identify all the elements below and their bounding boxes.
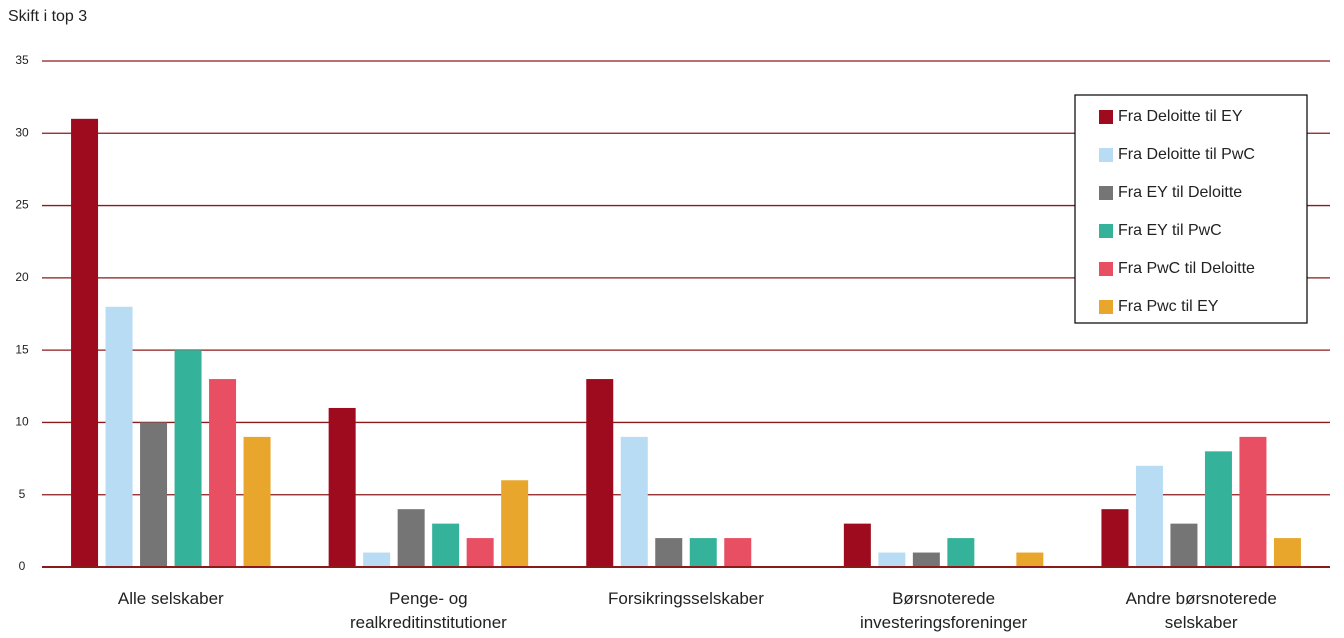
y-tick-label: 30 — [15, 125, 29, 139]
x-tick-label: Alle selskaber — [117, 589, 224, 608]
legend-swatch — [1099, 262, 1113, 276]
bar — [912, 552, 940, 567]
legend-box — [1074, 94, 1308, 324]
bar — [397, 509, 425, 567]
bar — [328, 407, 356, 567]
bar — [1016, 552, 1044, 567]
bar — [363, 552, 391, 567]
x-tick-label: Andre børsnoterede selskaber — [1125, 589, 1277, 632]
bar — [1239, 436, 1267, 567]
bar — [947, 538, 975, 567]
bar — [843, 523, 871, 567]
y-tick-label: 35 — [15, 53, 29, 67]
bar — [174, 350, 202, 567]
bar — [1170, 523, 1198, 567]
bar — [1273, 538, 1301, 567]
y-axis-label: Skift i top 3 — [8, 8, 88, 25]
y-tick-label: 0 — [19, 559, 26, 573]
bar — [724, 538, 752, 567]
bar — [878, 552, 906, 567]
bar — [586, 379, 614, 567]
legend-label: Fra EY til Deloitte — [1118, 184, 1242, 201]
bar — [1101, 509, 1129, 567]
bar — [243, 436, 271, 567]
x-tick-label: Forsikringsselskaber — [608, 589, 764, 608]
y-tick-label: 20 — [15, 270, 29, 284]
legend-swatch — [1099, 186, 1113, 200]
bar — [1135, 465, 1163, 567]
y-tick-label: 10 — [15, 415, 29, 429]
bar — [655, 538, 683, 567]
legend: Fra Deloitte til EY Fra Deloitte til PwC F… — [1074, 94, 1308, 324]
legend-label: Fra PwC til Deloitte — [1118, 260, 1255, 277]
x-tick-label: Penge- og realkreditinstitutioner — [349, 589, 507, 632]
bar — [466, 538, 494, 567]
legend-label: Fra Deloitte til PwC — [1118, 146, 1255, 163]
bar — [620, 436, 648, 567]
legend-label: Fra Deloitte til EY — [1118, 108, 1243, 125]
bar — [209, 379, 237, 567]
y-tick-label: 5 — [19, 487, 26, 501]
bar — [1204, 451, 1232, 567]
y-tick-label: 25 — [15, 198, 29, 212]
x-tick-label: Børsnoterede investeringsforeninger — [859, 589, 1028, 632]
y-tick-label: 15 — [15, 342, 29, 356]
legend-swatch — [1099, 110, 1113, 124]
legend-label: Fra Pwc til EY — [1118, 298, 1219, 315]
legend-swatch — [1099, 224, 1113, 238]
legend-swatch — [1099, 300, 1113, 314]
legend-swatch — [1099, 148, 1113, 162]
bar — [71, 118, 99, 567]
bar — [105, 306, 133, 567]
bar — [140, 422, 168, 567]
bar — [689, 538, 717, 567]
legend-label: Fra EY til PwC — [1118, 222, 1222, 239]
bar — [432, 523, 460, 567]
bar — [501, 480, 529, 567]
